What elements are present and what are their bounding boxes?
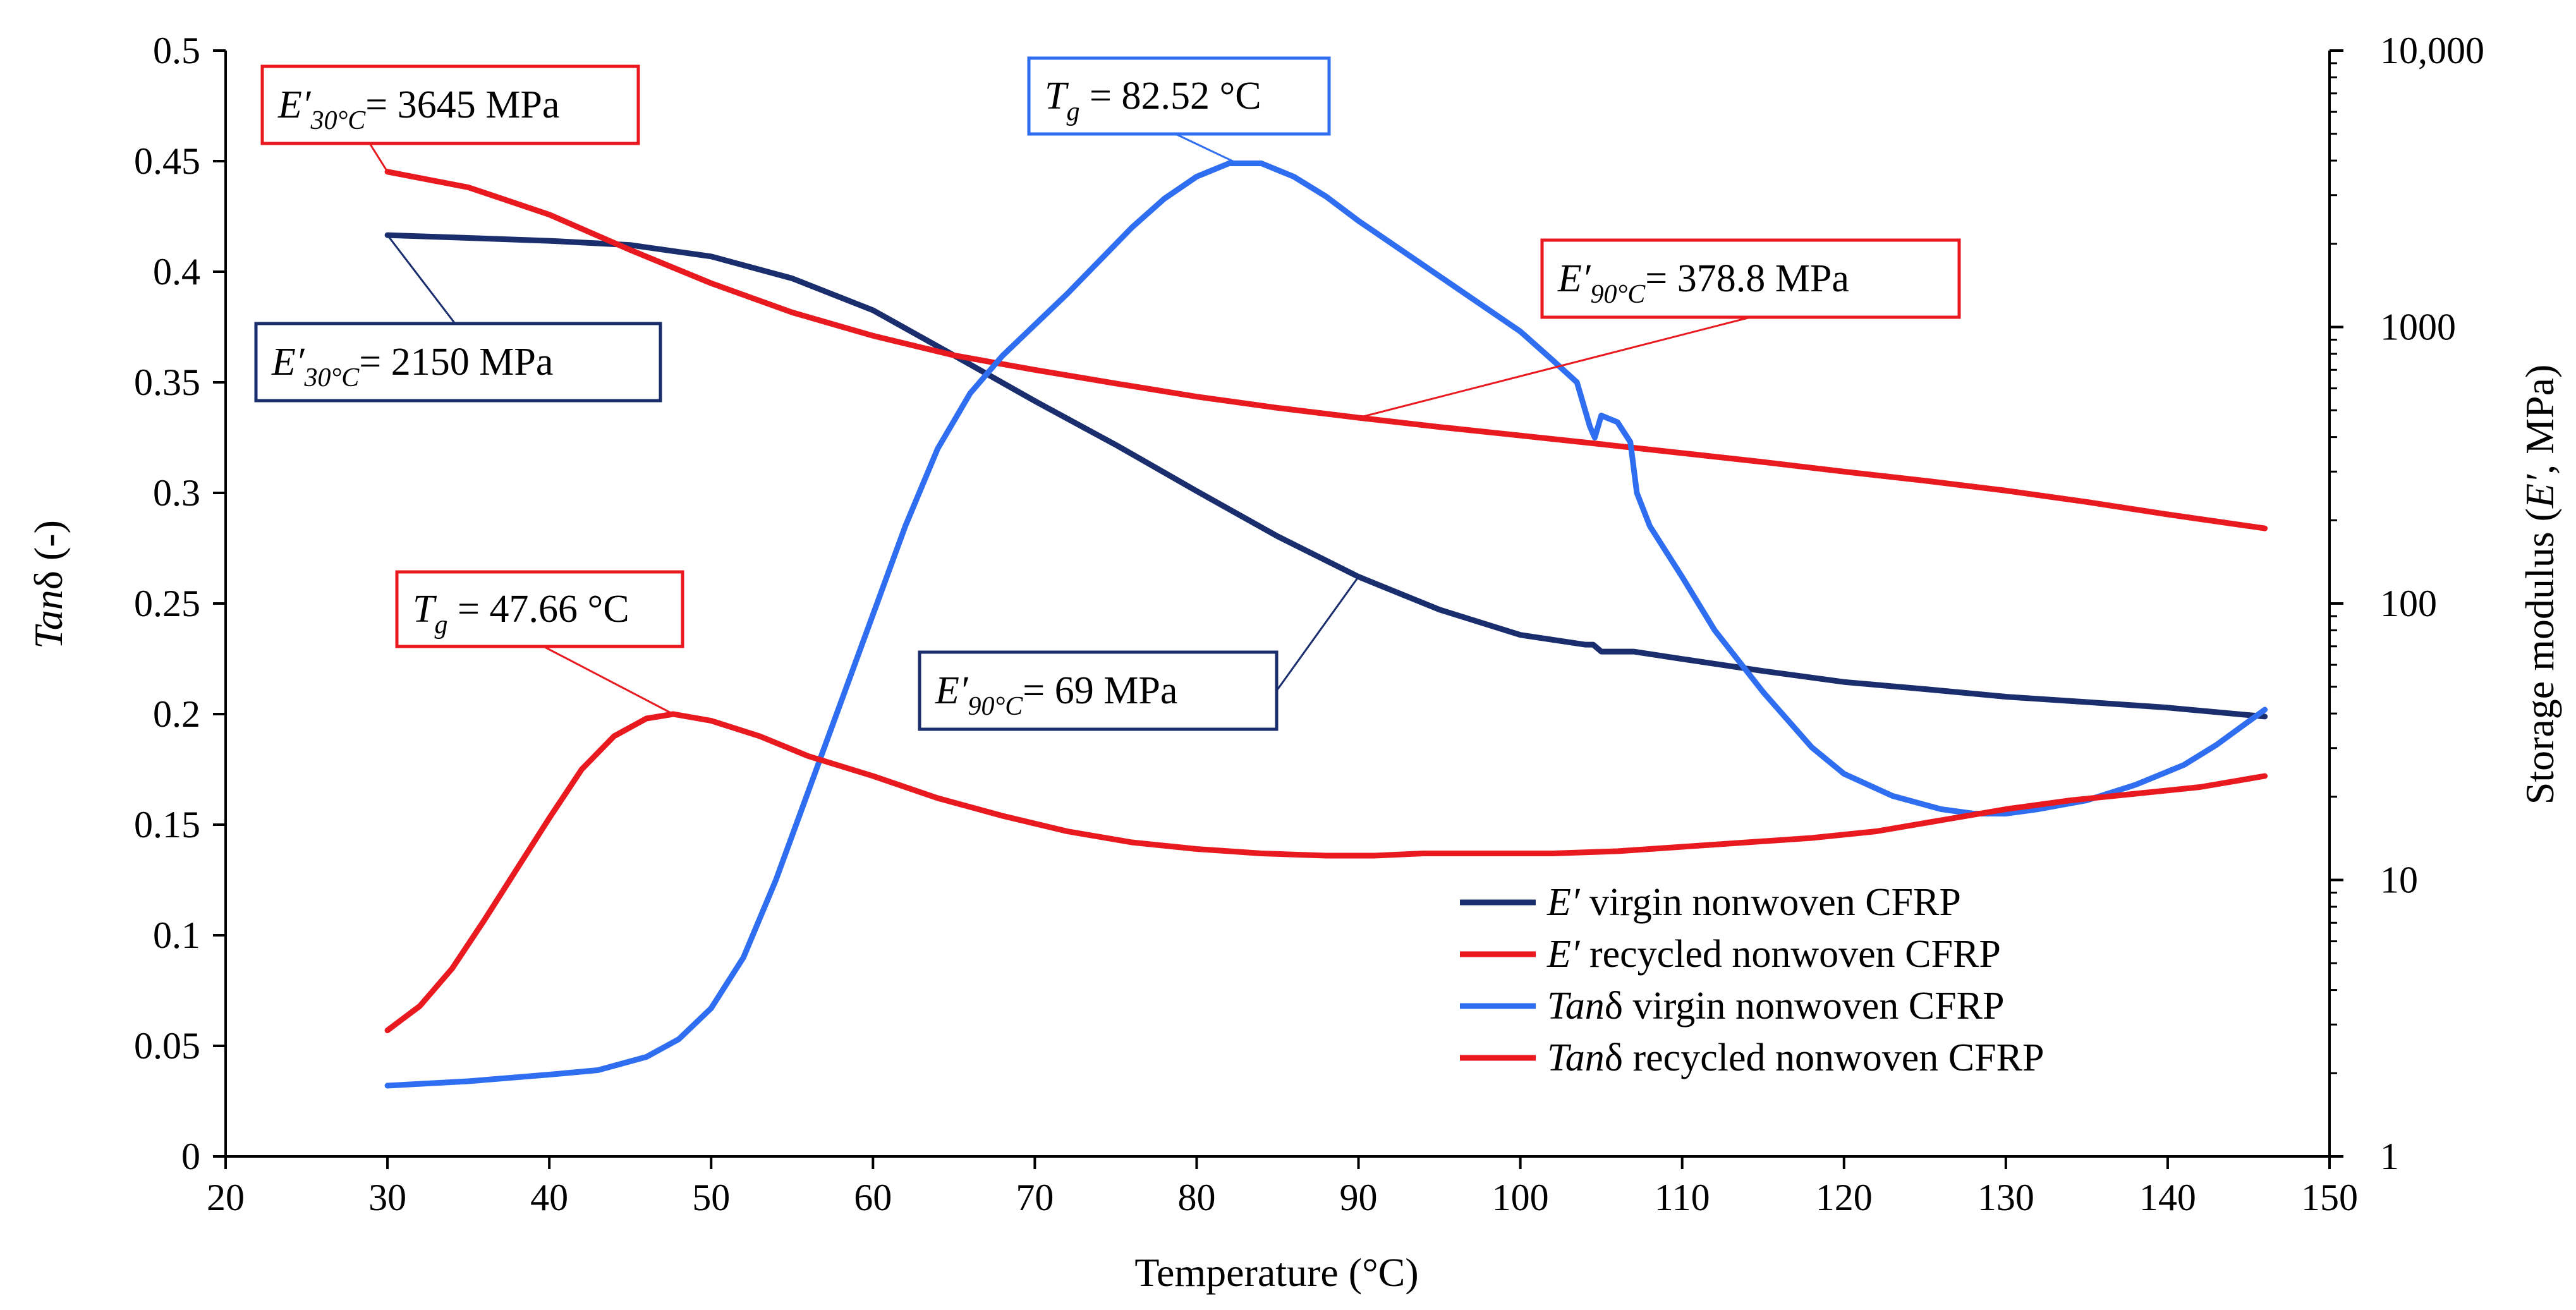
series-line-4	[384, 711, 2268, 1033]
legend: E′ virgin nonwoven CFRP E′ recycled nonwo…	[1460, 881, 2044, 1079]
annotation-text-e90-recycled: E′90°C= 378.8 MPa	[1557, 257, 1849, 309]
legend-label-3: Tanδ virgin nonwoven CFRP	[1547, 985, 2004, 1028]
right-y-tick-label: 10	[2380, 859, 2418, 901]
x-axis-ticks: 20 30 40 50 60 70 80 90 100 110 120 130 140 150	[207, 1156, 2358, 1218]
annotation-text-tg-virgin: Tg = 82.52 °C	[1045, 75, 1261, 126]
right-y-axis-title-post: , MPa)	[2517, 365, 2562, 475]
annotation-text-e30-recycled: E′30°C= 3645 MPa	[277, 83, 559, 135]
left-y-tick-label: 0.15	[134, 804, 200, 846]
x-tick-label: 80	[1177, 1177, 1215, 1218]
series-line-3	[384, 161, 2268, 1089]
x-tick-label: 100	[1492, 1177, 1549, 1218]
x-axis-title: Temperature (°C)	[1134, 1250, 1418, 1295]
legend-label-4: Tanδ recycled nonwoven CFRP	[1547, 1036, 2044, 1079]
annotation-box-e30-virgin	[254, 322, 662, 403]
left-y-tick-label: 0.3	[153, 472, 200, 514]
annotation-leader-tg-virgin	[1175, 133, 1238, 164]
x-tick-label: 110	[1655, 1177, 1710, 1218]
annotation-text-tg-recycled: Tg = 47.66 °C	[413, 588, 629, 640]
left-y-axis-title-rest: δ (-)	[26, 520, 71, 590]
right-y-tick-label: 100	[2380, 583, 2437, 624]
right-y-tick-label: 10,000	[2380, 30, 2484, 71]
annotation-layer: E′30°C= 3645 MPa E′30°C= 2150 MPa Tg = 82.…	[254, 56, 1961, 731]
x-tick-label: 40	[530, 1177, 568, 1218]
series-layer	[384, 161, 2268, 1089]
left-y-tick-label: 0.2	[153, 693, 200, 735]
annotation-leader-e30-virgin	[386, 234, 456, 324]
x-tick-label: 70	[1016, 1177, 1054, 1218]
annotation-box-e30-recycled	[260, 64, 640, 145]
annotation-box-tg-virgin	[1027, 56, 1331, 136]
left-y-tick-label: 0	[181, 1136, 200, 1177]
annotation-leader-e30-recycled	[368, 143, 389, 173]
annotation-text-e30-virgin: E′30°C= 2150 MPa	[271, 341, 553, 392]
right-y-tick-label: 1000	[2380, 306, 2456, 348]
legend-label-2: E′ recycled nonwoven CFRP	[1546, 933, 2001, 976]
annotation-box-e90-virgin	[918, 650, 1279, 731]
right-y-axis-ticks: 1 10 100 1000 10,000	[2330, 30, 2484, 1177]
right-y-axis-title-italic: E′	[2517, 474, 2562, 509]
x-tick-label: 50	[692, 1177, 730, 1218]
right-y-axis-title: Storage modulus (E′, MPa)	[2517, 365, 2562, 805]
annotation-leader-e90-recycled	[1358, 316, 1751, 419]
series-line-2	[384, 169, 2268, 531]
right-y-tick-label: 1	[2380, 1136, 2399, 1177]
annotation-text-e90-virgin: E′90°C= 69 MPa	[935, 669, 1177, 721]
left-y-tick-label: 0.1	[153, 914, 200, 956]
x-tick-label: 60	[854, 1177, 892, 1218]
right-y-axis-title-pre: Storage modulus (	[2517, 508, 2562, 804]
annotation-box-e90-recycled	[1540, 238, 1961, 319]
left-y-tick-label: 0.35	[134, 361, 200, 403]
left-y-tick-label: 0.4	[153, 251, 200, 293]
x-tick-label: 30	[368, 1177, 406, 1218]
annotation-leader-e90-virgin	[1275, 576, 1359, 691]
left-y-axis-ticks: 0 0.05 0.1 0.15 0.2 0.25 0.3 0.35 0.4 0.45 0.5	[134, 30, 226, 1177]
x-tick-label: 150	[2301, 1177, 2358, 1218]
annotation-leader-tg-recycled	[543, 645, 674, 715]
left-y-tick-label: 0.05	[134, 1025, 200, 1067]
left-y-tick-label: 0.5	[153, 30, 200, 71]
x-tick-label: 120	[1816, 1177, 1873, 1218]
legend-label-1: E′ virgin nonwoven CFRP	[1546, 881, 1961, 924]
left-y-tick-label: 0.25	[134, 583, 200, 624]
series-line-1	[384, 232, 2268, 720]
left-y-tick-label: 0.45	[134, 140, 200, 182]
x-tick-label: 90	[1340, 1177, 1378, 1218]
annotation-box-tg-recycled	[395, 570, 684, 648]
left-y-axis-title-italic: Tan	[26, 590, 71, 649]
x-tick-label: 20	[207, 1177, 245, 1218]
left-y-axis-title: Tanδ (-)	[26, 520, 71, 649]
x-tick-label: 130	[1978, 1177, 2034, 1218]
x-tick-label: 140	[2139, 1177, 2196, 1218]
